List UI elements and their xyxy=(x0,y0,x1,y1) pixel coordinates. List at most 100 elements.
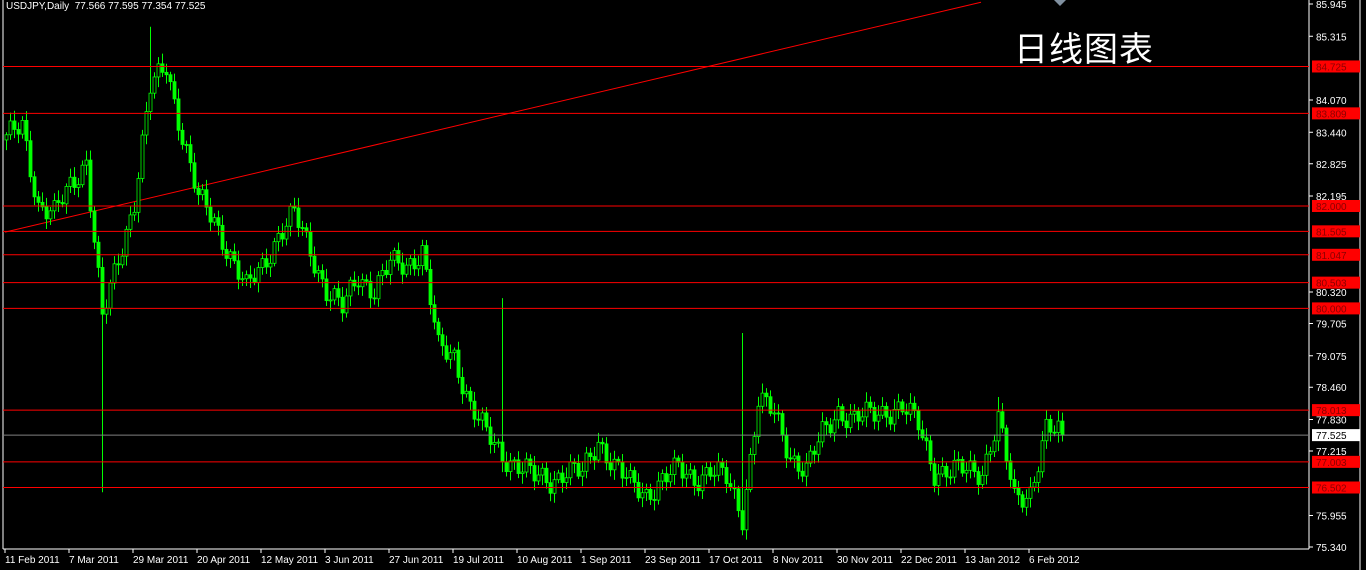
candle-body xyxy=(756,405,761,437)
current-price-label-bg xyxy=(1312,429,1360,442)
candle xyxy=(444,335,449,363)
candle xyxy=(580,461,585,487)
candle xyxy=(740,332,745,536)
candle xyxy=(552,470,557,503)
candle-body xyxy=(500,441,505,463)
x-tick-label: 3 Jun 2011 xyxy=(325,555,374,566)
candle xyxy=(816,432,821,463)
candle-body xyxy=(316,270,321,274)
x-tick-label: 27 Jun 2011 xyxy=(389,555,444,566)
candle-body xyxy=(532,465,537,482)
candle-body xyxy=(536,474,541,482)
candle xyxy=(1060,412,1065,442)
candle-body xyxy=(320,270,325,280)
candle-body xyxy=(736,488,741,512)
candle xyxy=(396,242,401,271)
candle xyxy=(692,465,697,496)
candle xyxy=(916,406,921,440)
candle-body xyxy=(356,285,361,288)
candle-body xyxy=(964,469,969,474)
candle xyxy=(160,53,165,77)
candle xyxy=(380,263,385,286)
candle xyxy=(260,252,265,275)
candle-body xyxy=(892,408,897,425)
candle-body xyxy=(580,470,585,477)
candle-body xyxy=(916,410,921,431)
candle-body xyxy=(904,411,909,415)
candle xyxy=(120,248,125,269)
level-label: 78.013 xyxy=(1316,406,1347,417)
candle xyxy=(732,479,737,499)
candle xyxy=(1024,489,1029,516)
candle-body xyxy=(652,499,657,501)
candle-body xyxy=(552,479,557,494)
candle xyxy=(44,197,49,230)
candle xyxy=(492,433,497,454)
candle xyxy=(200,184,205,201)
x-tick-label: 17 Oct 2011 xyxy=(709,555,763,566)
candle xyxy=(56,190,61,213)
candle-body xyxy=(88,159,93,212)
candle-body xyxy=(448,352,453,360)
candle-body xyxy=(260,258,265,268)
level-label-bg xyxy=(1312,60,1360,73)
candle xyxy=(100,257,105,493)
candle-body xyxy=(752,436,757,455)
candle-body xyxy=(692,469,697,486)
candle-body xyxy=(408,258,413,266)
candle-body xyxy=(632,470,637,483)
candle xyxy=(420,239,425,276)
candle-body xyxy=(600,441,605,445)
candle-body xyxy=(28,140,33,178)
candle xyxy=(780,410,785,442)
candle-body xyxy=(128,214,133,230)
candle-body xyxy=(888,416,893,425)
level-label-bg xyxy=(1312,481,1360,494)
candle-body xyxy=(112,263,117,284)
candle xyxy=(292,197,297,212)
x-tick-label: 19 Jul 2011 xyxy=(453,555,504,566)
candle-body xyxy=(248,274,253,279)
candle xyxy=(48,206,53,225)
candle xyxy=(988,446,993,463)
y-tick-label: 78.460 xyxy=(1316,383,1347,394)
candle-body xyxy=(796,455,801,472)
candle-body xyxy=(764,392,769,398)
candle xyxy=(64,183,69,214)
candle xyxy=(756,396,761,444)
candle-body xyxy=(740,510,745,531)
candle-body xyxy=(396,250,401,264)
candle xyxy=(172,73,177,104)
candle-body xyxy=(932,463,937,486)
candle xyxy=(796,452,801,480)
candle-body xyxy=(176,98,181,131)
trendline xyxy=(4,1,982,233)
candle xyxy=(908,393,913,421)
candle xyxy=(972,454,977,478)
candle xyxy=(348,276,353,307)
candle xyxy=(860,407,865,426)
candle xyxy=(544,461,549,489)
x-tick-label: 13 Jan 2012 xyxy=(965,555,1020,566)
candle xyxy=(856,407,861,431)
candle xyxy=(748,447,753,493)
candle-body xyxy=(348,279,353,297)
candle xyxy=(772,402,777,424)
candle-body xyxy=(124,228,129,257)
candle-body xyxy=(72,176,77,188)
candle xyxy=(40,192,45,211)
candle xyxy=(316,265,321,283)
candle-body xyxy=(392,250,397,261)
candle-body xyxy=(324,278,329,302)
candle xyxy=(1008,453,1013,489)
candle xyxy=(948,469,953,485)
candle xyxy=(616,456,621,466)
candle xyxy=(888,410,893,431)
candle-body xyxy=(304,227,309,233)
x-tick-label: 10 Aug 2011 xyxy=(517,555,573,566)
candle-body xyxy=(496,441,501,444)
candle-body xyxy=(20,120,25,135)
candle-body xyxy=(272,241,277,264)
candle xyxy=(220,215,225,256)
